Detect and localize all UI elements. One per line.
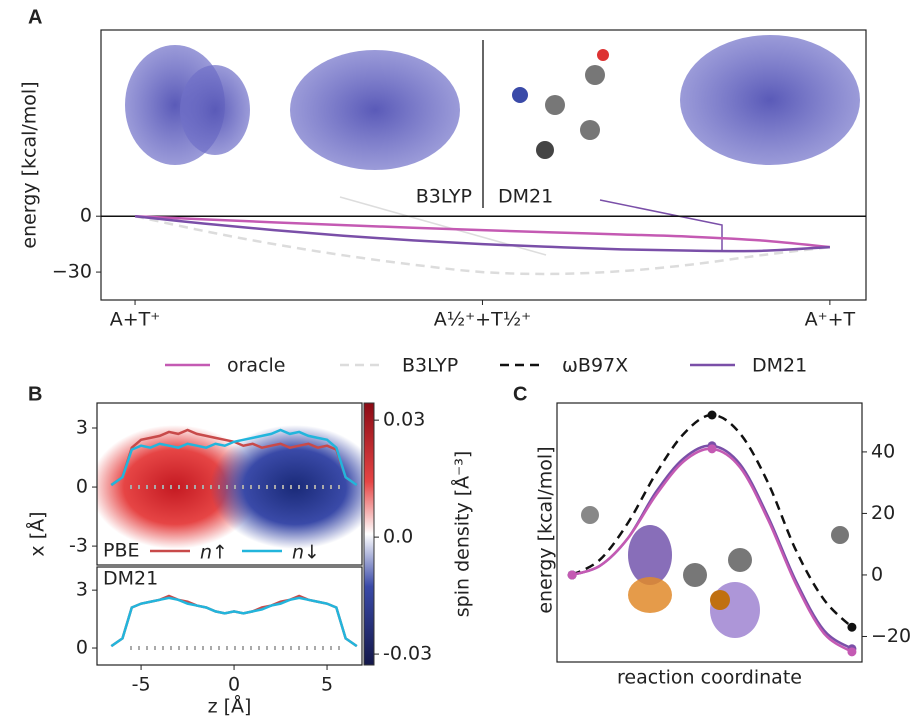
legend-label: ωB97X	[562, 355, 628, 377]
y-tick-label: −30	[52, 261, 92, 283]
colorbar	[363, 402, 375, 666]
legend-label: oracle	[227, 355, 286, 377]
annotation: B3LYP	[416, 186, 472, 208]
y-tick-label: 0	[76, 637, 88, 659]
y-tick-label: 40	[871, 440, 895, 462]
series-line	[134, 214, 831, 276]
x-tick-label: A½⁺+T½⁺	[434, 309, 531, 331]
point-marker	[847, 647, 857, 657]
plot-frame	[556, 402, 863, 663]
x-tick-label: 0	[228, 674, 240, 696]
molecule-images	[581, 506, 849, 638]
series-line	[110, 596, 358, 648]
y-tick-label: 3	[76, 579, 88, 601]
y-tick-label: 0	[76, 476, 88, 498]
legend-label: DM21	[752, 355, 807, 377]
x-axis-label: reaction coordinate	[617, 667, 802, 689]
y-tick-label: 20	[871, 502, 895, 524]
y-axis-label: energy [kcal/mol]	[19, 81, 41, 248]
panel-label: C	[513, 383, 527, 405]
legend-label: n↓	[292, 542, 320, 564]
series-line	[134, 214, 830, 249]
series-line	[571, 447, 853, 653]
point-marker	[567, 570, 577, 580]
point-marker	[847, 622, 857, 632]
colorbar-label: spin density [Å⁻³]	[451, 451, 474, 618]
y-tick-label: 0	[80, 205, 92, 227]
molecule-images	[125, 35, 860, 256]
plot-frame	[100, 29, 867, 301]
colorbar-tick-label: -0.03	[383, 643, 432, 665]
colorbar-tick-label: 0.03	[383, 409, 425, 431]
annotation: DM21	[498, 186, 553, 208]
x-tick-label: 5	[321, 674, 333, 696]
x-axis-label: z [Å]	[208, 695, 252, 718]
x-tick-label: A⁺+T	[805, 309, 856, 331]
colorbar-tick-label: 0.0	[383, 526, 413, 548]
legend-label: B3LYP	[402, 355, 458, 377]
point-marker	[707, 444, 717, 454]
y-tick-label: −20	[871, 625, 911, 647]
x-tick-label: A+T⁺	[110, 309, 161, 331]
plot-label: DM21	[103, 568, 158, 590]
panel-label: A	[28, 6, 42, 28]
panel-label: B	[28, 383, 42, 405]
point-marker	[707, 410, 717, 420]
plot-label: PBE	[103, 540, 140, 562]
legend-label: n↑	[200, 542, 228, 564]
series-line	[134, 214, 830, 253]
y-axis-label: energy [kcal/mol]	[535, 446, 557, 613]
series-line	[110, 428, 358, 487]
y-tick-label: 0	[871, 563, 883, 585]
plot-frame	[96, 566, 363, 666]
plot-frame	[96, 402, 363, 566]
y-tick-label: 3	[76, 416, 88, 438]
spin-density-map	[97, 425, 362, 549]
x-tick-label: -5	[132, 674, 151, 696]
y-tick-label: -3	[69, 535, 88, 557]
y-axis-label: x [Å]	[26, 511, 49, 556]
